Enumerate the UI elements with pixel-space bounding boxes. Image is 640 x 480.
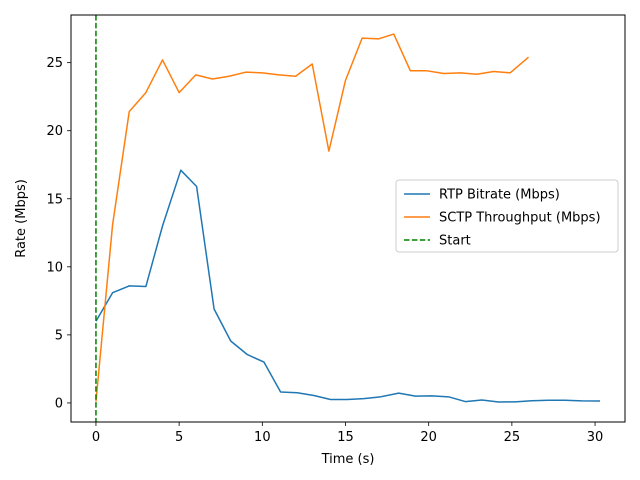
y-tick-label: 20	[46, 124, 63, 139]
y-tick-label: 15	[46, 192, 63, 207]
x-tick-label: 20	[420, 430, 437, 445]
series-line-0	[95, 169, 601, 403]
x-tick-label: 5	[175, 430, 183, 445]
y-tick-label: 25	[46, 56, 63, 71]
series-line-1	[95, 33, 529, 402]
x-axis-label: Time (s)	[321, 452, 375, 467]
legend-box	[395, 179, 619, 253]
legend-label: Start	[439, 234, 471, 249]
x-tick-label: 30	[587, 430, 604, 445]
legend: RTP Bitrate (Mbps) SCTP Throughput (Mbps)…	[395, 179, 619, 253]
x-tick-label: 10	[254, 430, 271, 445]
y-tick-label: 10	[46, 260, 63, 275]
x-tick-label: 25	[504, 430, 521, 445]
series-layer	[95, 15, 601, 422]
x-axis: 0 5 10 15 20 25 30	[92, 422, 604, 445]
x-tick-label: 15	[337, 430, 354, 445]
plot-frame	[70, 14, 626, 423]
legend-label: SCTP Throughput (Mbps)	[439, 211, 601, 226]
y-tick-label: 0	[55, 396, 63, 411]
y-axis-label: Rate (Mbps)	[14, 179, 29, 258]
x-tick-label: 0	[92, 430, 100, 445]
legend-label: RTP Bitrate (Mbps)	[439, 188, 560, 203]
y-axis: 0 5 10 15 20 25	[46, 56, 71, 411]
y-tick-label: 5	[55, 328, 63, 343]
